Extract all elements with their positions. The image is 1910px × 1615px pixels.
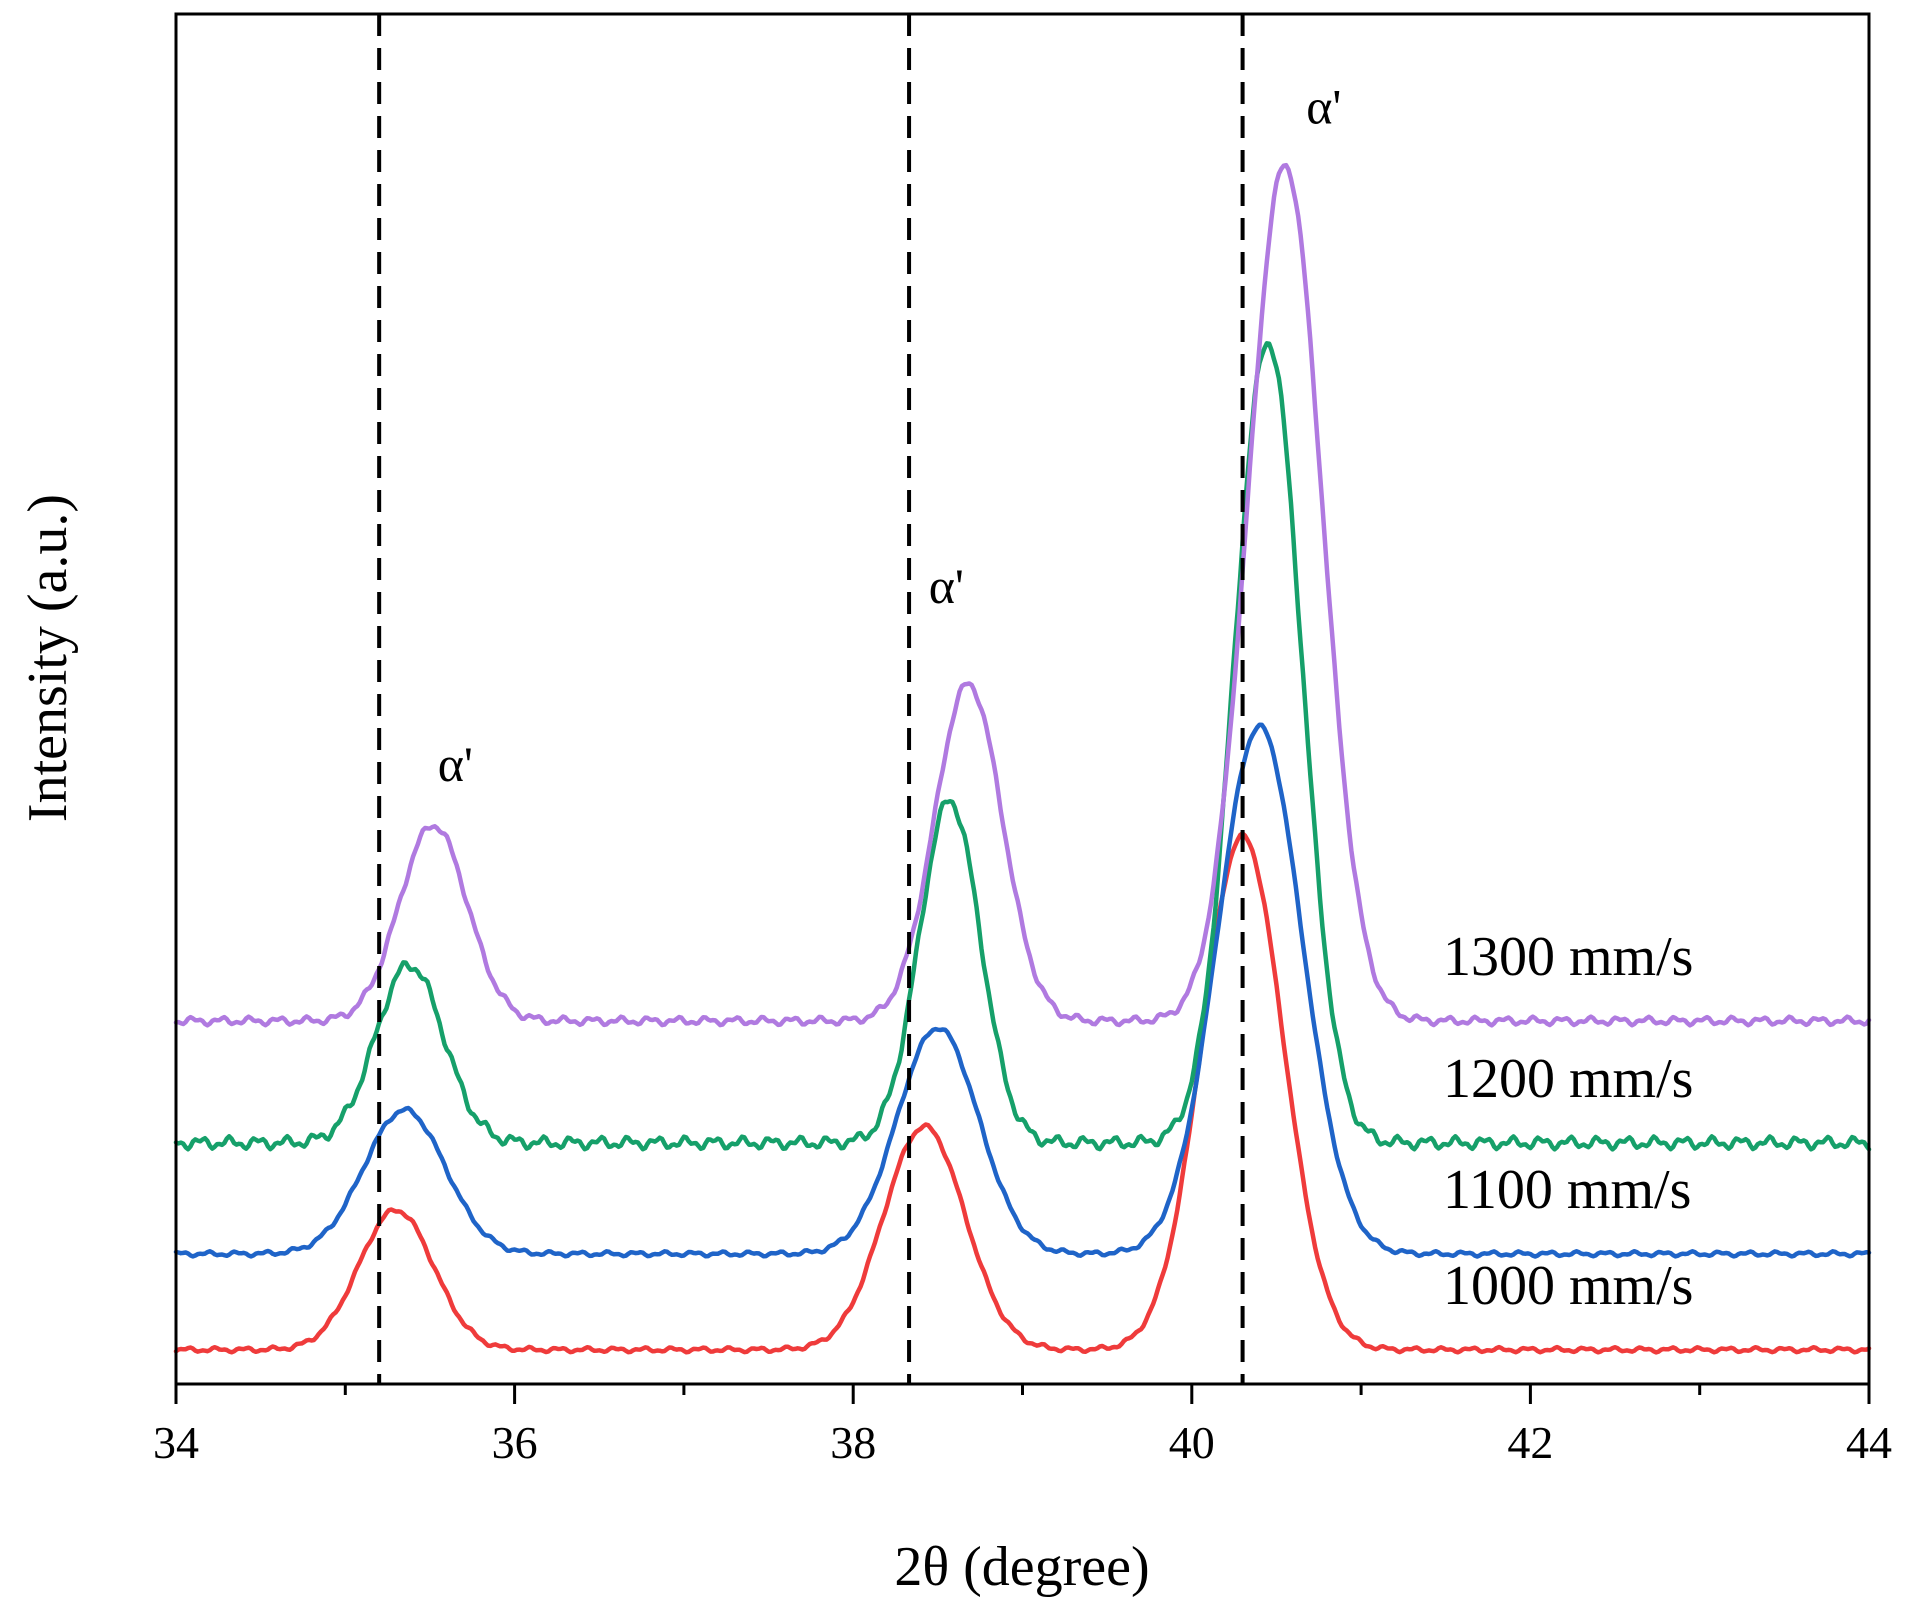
x-tick-label: 34: [153, 1417, 199, 1468]
x-axis-ticks: 34 36 38 40 42 44: [153, 1384, 1892, 1468]
series-label-1200: 1200 mm/s: [1443, 1048, 1693, 1110]
x-tick-label: 44: [1846, 1417, 1892, 1468]
reference-lines: [377, 14, 1245, 1384]
series-label-1100: 1100 mm/s: [1443, 1159, 1691, 1221]
x-tick-label: 38: [830, 1417, 876, 1468]
series-line-1000: [173, 831, 1872, 1355]
series-line-1300: [173, 162, 1872, 1028]
alpha-prime-annotation-1: α': [438, 736, 473, 792]
series-label-1300: 1300 mm/s: [1443, 926, 1693, 988]
alpha-prime-annotation-3: α': [1306, 79, 1341, 135]
y-axis-title: Intensity (a.u.): [17, 494, 79, 822]
series-line-1200: [173, 341, 1872, 1152]
labels: 1000 mm/s 1100 mm/s 1200 mm/s 1300 mm/s α' α'…: [438, 79, 1694, 1317]
x-tick-label: 36: [492, 1417, 538, 1468]
series-layer: [173, 162, 1872, 1355]
x-axis-title: 2θ (degree): [894, 1536, 1149, 1598]
series-label-1000: 1000 mm/s: [1443, 1255, 1693, 1317]
series-line-1100: [173, 722, 1872, 1259]
alpha-prime-annotation-2: α': [929, 558, 964, 614]
x-tick-label: 42: [1507, 1417, 1553, 1468]
x-tick-label: 40: [1169, 1417, 1215, 1468]
